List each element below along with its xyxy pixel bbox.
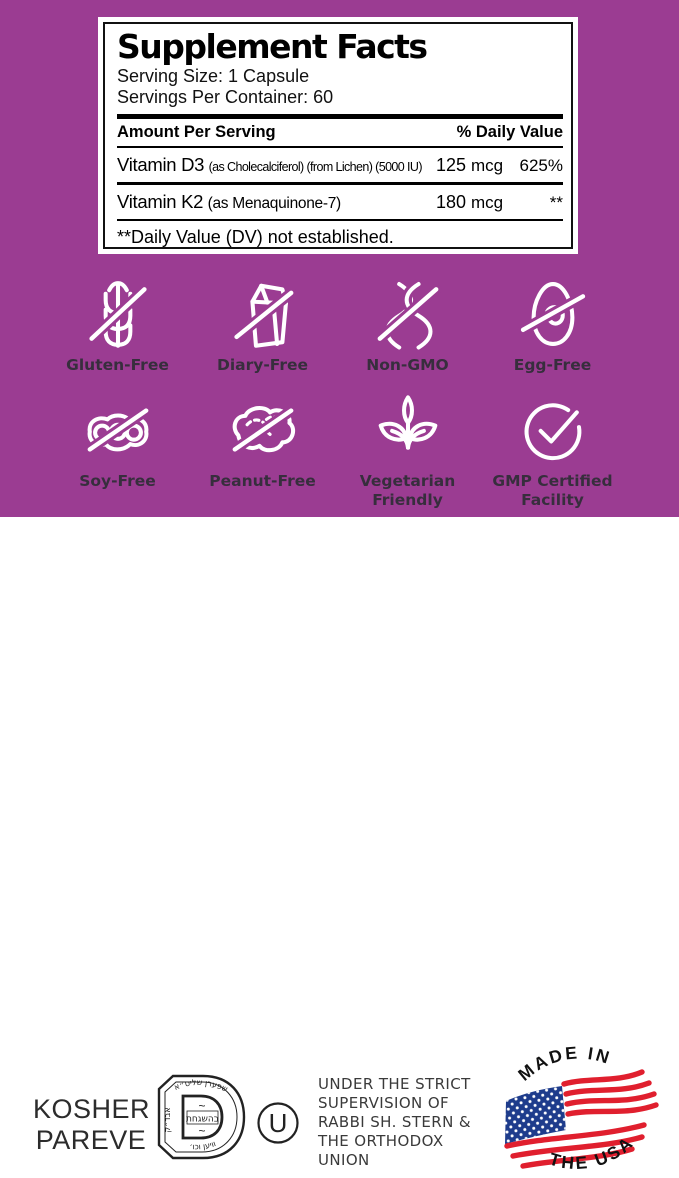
kosher-word: KOSHER <box>33 1094 151 1124</box>
supervision-line: THE ORTHODOX <box>318 1132 444 1150</box>
daily-value-header: % Daily Value <box>456 123 563 141</box>
nutrient-name: Vitamin D3 <box>117 154 205 175</box>
svg-text:וויען וכו׳: וויען וכו׳ <box>189 1139 217 1151</box>
wheat-crossed-icon <box>85 281 150 348</box>
divider-thick-bar <box>117 114 563 119</box>
made-in-usa-badge: MADE IN THE USA <box>504 1042 659 1173</box>
seal-tilde-bottom: ~ <box>198 1124 205 1138</box>
footer: KOSHER PAREVE שפערן שליט״א וויען וכו׳ אב… <box>0 517 679 1173</box>
soy-pod-crossed-icon <box>84 405 151 455</box>
feature-badges-grid: Gluten-Free Diary-Free Non-GMO <box>45 277 625 509</box>
egg-crossed-icon <box>517 282 588 346</box>
dna-crossed-icon <box>374 278 441 351</box>
serving-size: Serving Size: 1 Capsule <box>117 66 310 86</box>
badge-vegetarian-friendly: Vegetarian Friendly <box>335 393 480 509</box>
nutrient-daily-value: ** <box>549 193 563 212</box>
us-flag-icon <box>504 1069 659 1169</box>
nutrient-amount: 180 <box>436 192 467 212</box>
badge-diary-free: Diary-Free <box>190 277 335 393</box>
badge-label: Egg-Free <box>513 356 592 374</box>
nutrient-detail: (as Cholecalciferol) (from Lichen) (5000… <box>208 160 423 174</box>
leaves-icon <box>378 395 437 450</box>
badge-non-gmo: Non-GMO <box>335 277 480 393</box>
milk-carton-crossed-icon <box>230 283 296 348</box>
nutrient-detail: (as Menaquinone-7) <box>207 195 342 212</box>
supplement-facts-panel: Supplement Facts Serving Size: 1 Capsule… <box>98 17 578 254</box>
badge-label: Vegetarian Friendly <box>359 472 456 509</box>
badge-soy-free: Soy-Free <box>45 393 190 509</box>
table-row: Vitamin D3 (as Cholecalciferol) (from Li… <box>117 148 563 185</box>
badge-label: Gluten-Free <box>66 356 169 374</box>
peanut-crossed-icon <box>229 405 296 455</box>
badge-gluten-free: Gluten-Free <box>45 277 190 393</box>
supplement-facts-border: Supplement Facts Serving Size: 1 Capsule… <box>103 22 573 249</box>
badge-label: Peanut-Free <box>209 472 316 490</box>
badge-egg-free: Egg-Free <box>480 277 625 393</box>
nutrient-daily-value: 625% <box>519 156 563 175</box>
supervision-line: UNION <box>318 1151 370 1169</box>
table-header: Amount Per Serving % Daily Value <box>117 119 563 148</box>
panel-title: Supplement Facts <box>117 27 428 66</box>
seal-ring-left-text: אבד״ק <box>163 1107 172 1132</box>
badge-label: Non-GMO <box>366 356 449 374</box>
nutrient-unit: mcg <box>471 193 504 212</box>
supervision-line: UNDER THE STRICT <box>318 1075 471 1093</box>
badge-label: Soy-Free <box>79 472 156 490</box>
check-circle-icon <box>524 403 581 461</box>
orthodox-union-icon: U <box>257 1102 299 1144</box>
pareve-word: PAREVE <box>35 1125 147 1155</box>
supervision-line: RABBI SH. STERN & <box>318 1113 471 1131</box>
supervision-text: UNDER THE STRICT SUPERVISION OF RABBI SH… <box>318 1075 498 1170</box>
nutrient-name: Vitamin K2 <box>117 191 204 212</box>
kosher-pareve-text: KOSHER PAREVE <box>33 1094 151 1156</box>
supervision-line: SUPERVISION OF <box>318 1094 450 1112</box>
seal-center-text: בהשגחת <box>186 1115 219 1125</box>
badge-label: GMP Certified Facility <box>492 472 613 509</box>
nutrient-amount: 125 <box>436 155 467 175</box>
badge-label: Diary-Free <box>216 356 309 374</box>
table-row: Vitamin K2 (as Menaquinone-7) 180 mcg ** <box>117 185 563 221</box>
ou-letter: U <box>269 1108 288 1138</box>
purple-background: Supplement Facts Serving Size: 1 Capsule… <box>0 0 679 517</box>
daily-value-footnote: **Daily Value (DV) not established. <box>117 227 394 247</box>
seal-ring-bottom-text: וויען וכו׳ <box>189 1139 217 1151</box>
badge-gmp-certified: GMP Certified Facility <box>480 393 625 509</box>
nutrient-unit: mcg <box>471 156 504 175</box>
badge-peanut-free: Peanut-Free <box>190 393 335 509</box>
amount-per-serving-header: Amount Per Serving <box>117 123 276 141</box>
kosher-certification-seal-icon: שפערן שליט״א וויען וכו׳ אבד״ק ~ בהשגחת ~ <box>157 1074 246 1160</box>
servings-per-container: Servings Per Container: 60 <box>117 87 334 107</box>
